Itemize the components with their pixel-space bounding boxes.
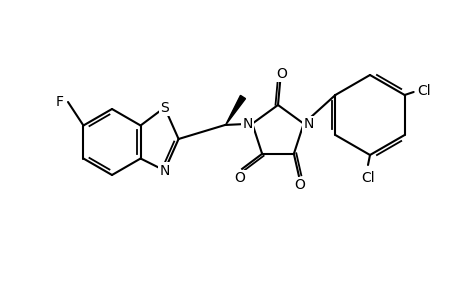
Text: N: N (303, 117, 313, 131)
Text: Cl: Cl (416, 84, 430, 98)
Text: S: S (160, 100, 168, 115)
Polygon shape (225, 95, 245, 125)
Text: O: O (276, 67, 287, 81)
Text: O: O (294, 178, 305, 192)
Text: F: F (56, 95, 64, 109)
Text: Cl: Cl (360, 171, 374, 185)
Text: N: N (159, 164, 169, 178)
Text: O: O (234, 171, 245, 185)
Text: N: N (241, 117, 252, 131)
